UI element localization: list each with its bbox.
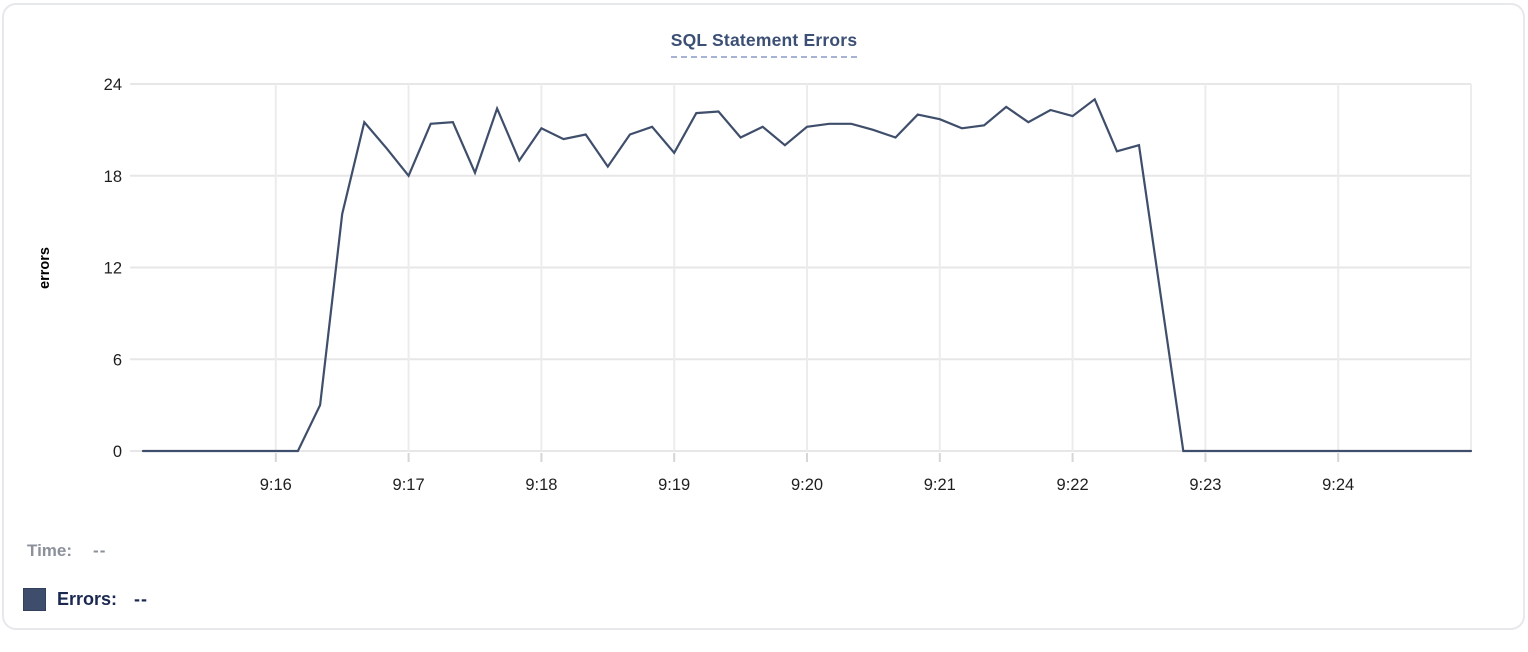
y-tick-label: 24 <box>104 76 122 94</box>
chart-header: SQL Statement Errors <box>0 30 1528 58</box>
x-tick-label: 9:17 <box>393 476 425 494</box>
x-tick-label: 9:16 <box>260 476 292 494</box>
y-tick-label: 18 <box>104 168 122 186</box>
legend-errors-row[interactable]: Errors: -- <box>23 588 148 611</box>
x-tick-label: 9:19 <box>658 476 690 494</box>
x-tick-label: 9:22 <box>1057 476 1089 494</box>
chart-card <box>2 3 1525 630</box>
y-tick-label: 6 <box>113 351 122 369</box>
y-tick-label: 12 <box>104 260 122 278</box>
y-axis-title: errors <box>37 247 53 289</box>
x-tick-label: 9:23 <box>1189 476 1221 494</box>
errors-label: Errors: <box>57 589 118 609</box>
x-tick-label: 9:20 <box>791 476 823 494</box>
x-tick-label: 9:24 <box>1322 476 1354 494</box>
errors-series-line <box>141 97 1473 453</box>
time-label: Time: <box>27 541 73 560</box>
errors-value: -- <box>134 589 149 609</box>
y-tick-label: 0 <box>113 443 122 461</box>
time-value: -- <box>93 541 107 560</box>
errors-series-swatch <box>23 588 46 611</box>
chart-title[interactable]: SQL Statement Errors <box>670 30 858 58</box>
x-tick-label: 9:18 <box>525 476 557 494</box>
x-tick-label: 9:21 <box>924 476 956 494</box>
tooltip-time-row: Time: -- <box>27 541 106 561</box>
